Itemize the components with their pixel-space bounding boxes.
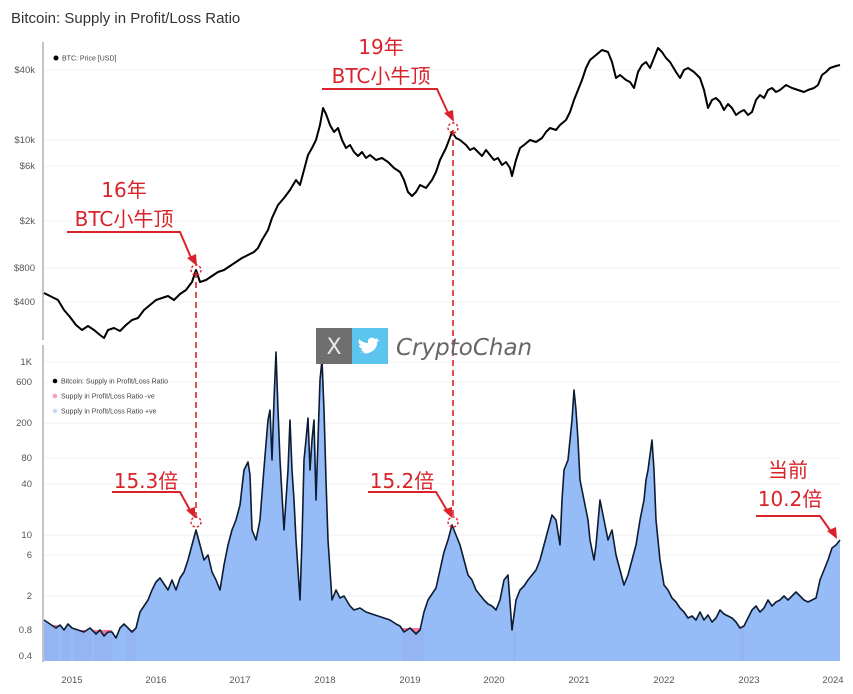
svg-text:0.8: 0.8 <box>19 625 32 636</box>
annotation-2016-title: BTC小牛顶 <box>75 207 174 231</box>
svg-text:10: 10 <box>21 530 32 541</box>
arrow-heads <box>186 110 837 539</box>
marker-2019-ratio <box>447 516 459 528</box>
marker-2019-price <box>447 122 459 134</box>
svg-text:Bitcoin: Supply in Profit/Loss: Bitcoin: Supply in Profit/Loss Ratio <box>61 379 168 386</box>
svg-text:200: 200 <box>16 418 32 429</box>
legend-dot-positive <box>52 408 58 414</box>
svg-text:40: 40 <box>21 479 32 490</box>
svg-text:2021: 2021 <box>568 675 589 686</box>
svg-text:2015: 2015 <box>61 675 82 686</box>
annotation-current-ratio: 10.2倍 <box>758 487 823 511</box>
marker-2016-ratio <box>190 516 202 528</box>
svg-text:0.4: 0.4 <box>19 651 32 662</box>
watermark: X CryptoChan <box>316 328 532 364</box>
svg-text:2022: 2022 <box>653 675 674 686</box>
svg-text:2024: 2024 <box>822 675 843 686</box>
price-legend: BTC: Price [USD] <box>53 55 117 63</box>
x-logo-icon <box>316 328 352 364</box>
svg-text:$2k: $2k <box>20 216 36 227</box>
annotation-2019-title: BTC小牛顶 <box>332 64 431 88</box>
legend-dot-ratio <box>52 378 58 384</box>
svg-text:2023: 2023 <box>738 675 759 686</box>
svg-text:X: X <box>326 335 341 360</box>
ratio-area-positive <box>44 352 840 661</box>
svg-text:2018: 2018 <box>314 675 335 686</box>
svg-text:2016: 2016 <box>145 675 166 686</box>
legend-dot-negative <box>52 393 58 399</box>
watermark-text: CryptoChan <box>396 335 532 361</box>
legend-dot <box>53 55 59 61</box>
svg-text:$10k: $10k <box>14 135 35 146</box>
annotation-2019-ratio: 15.2倍 <box>370 469 435 493</box>
annotation-current-label: 当前 <box>768 458 808 482</box>
svg-text:$6k: $6k <box>20 161 36 172</box>
ratio-legend: Bitcoin: Supply in Profit/Loss Ratio Sup… <box>52 378 168 416</box>
price-y-ticks: $40k $10k $6k $2k $800 $400 <box>14 65 35 308</box>
ratio-y-ticks: 1K 600 200 80 40 10 6 2 0.8 0.4 <box>16 357 33 662</box>
chart-title: Bitcoin: Supply in Profit/Loss Ratio <box>11 10 241 27</box>
x-axis-ticks: 2015 2016 2017 2018 2019 2020 2021 2022 … <box>61 675 843 686</box>
price-line <box>43 47 841 339</box>
annotation-2016-year: 16年 <box>101 178 146 202</box>
svg-text:Supply in Profit/Loss Ratio +v: Supply in Profit/Loss Ratio +ve <box>61 409 157 416</box>
svg-text:80: 80 <box>21 453 32 464</box>
svg-text:6: 6 <box>27 550 32 561</box>
annotation-arrows <box>67 88 833 534</box>
svg-text:BTC: Price [USD]: BTC: Price [USD] <box>62 56 117 63</box>
svg-text:2020: 2020 <box>483 675 504 686</box>
svg-text:2: 2 <box>27 591 32 602</box>
svg-text:2017: 2017 <box>229 675 250 686</box>
svg-text:$400: $400 <box>14 297 35 308</box>
annotation-2019-year: 19年 <box>358 35 403 59</box>
svg-text:$800: $800 <box>14 263 35 274</box>
annotation-2016-ratio: 15.3倍 <box>114 469 179 493</box>
svg-text:600: 600 <box>16 377 32 388</box>
ratio-line <box>43 351 841 639</box>
price-gridlines <box>44 69 840 303</box>
svg-text:1K: 1K <box>20 357 32 368</box>
svg-text:Supply in Profit/Loss Ratio -v: Supply in Profit/Loss Ratio -ve <box>61 394 155 401</box>
svg-text:2019: 2019 <box>399 675 420 686</box>
svg-text:$40k: $40k <box>14 65 35 76</box>
